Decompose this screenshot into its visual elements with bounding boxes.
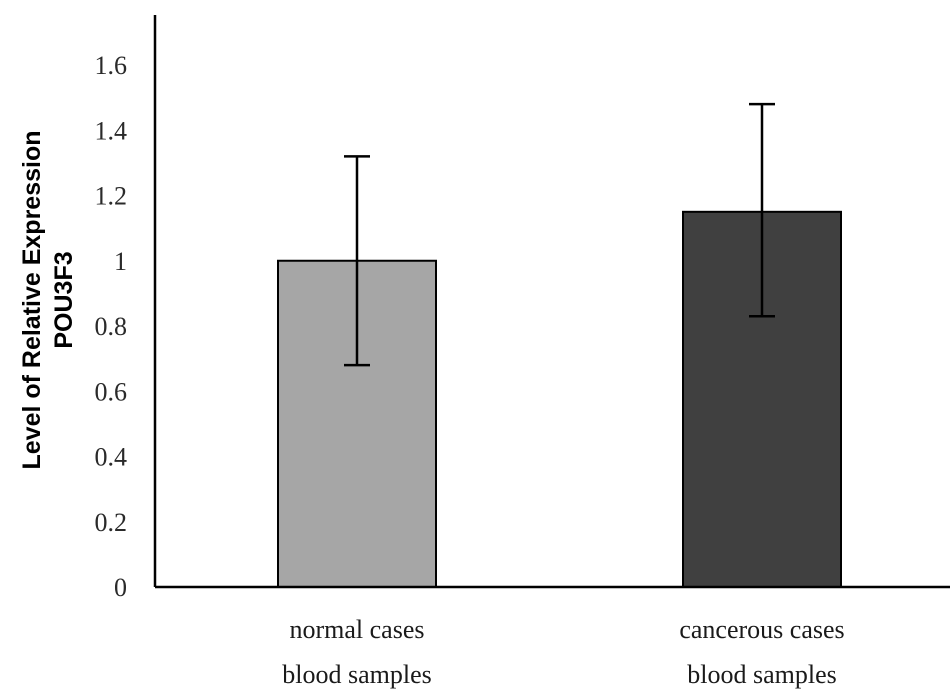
y-tick-label: 0.4 <box>95 443 128 472</box>
y-tick-label: 1.2 <box>95 182 128 211</box>
y-axis-ticks: 0 0.2 0.4 0.6 0.8 1 1.2 1.4 1.6 <box>95 51 128 602</box>
y-tick-label: 1.6 <box>95 51 128 80</box>
y-axis-title-line-2: POU3F3 <box>50 251 78 348</box>
x-category-label: normal cases <box>289 615 424 644</box>
y-tick-label: 0.8 <box>95 312 128 341</box>
y-axis-title: Level of Relative Expression POU3F3 <box>18 130 78 469</box>
bars <box>277 210 842 588</box>
x-category-label: blood samples <box>282 660 432 689</box>
y-tick-label: 0.2 <box>95 508 128 537</box>
y-tick-label: 1 <box>114 247 127 276</box>
y-tick-label: 1.4 <box>95 116 128 145</box>
x-category-label: blood samples <box>687 660 837 689</box>
y-tick-label: 0.6 <box>95 377 128 406</box>
x-axis-labels: normal cases blood samples cancerous cases… <box>282 615 844 689</box>
y-axis-title-line-1: Level of Relative Expression <box>18 130 46 469</box>
y-tick-label: 0 <box>114 573 127 602</box>
x-category-label: cancerous cases <box>679 615 844 644</box>
error-bars <box>344 102 775 367</box>
